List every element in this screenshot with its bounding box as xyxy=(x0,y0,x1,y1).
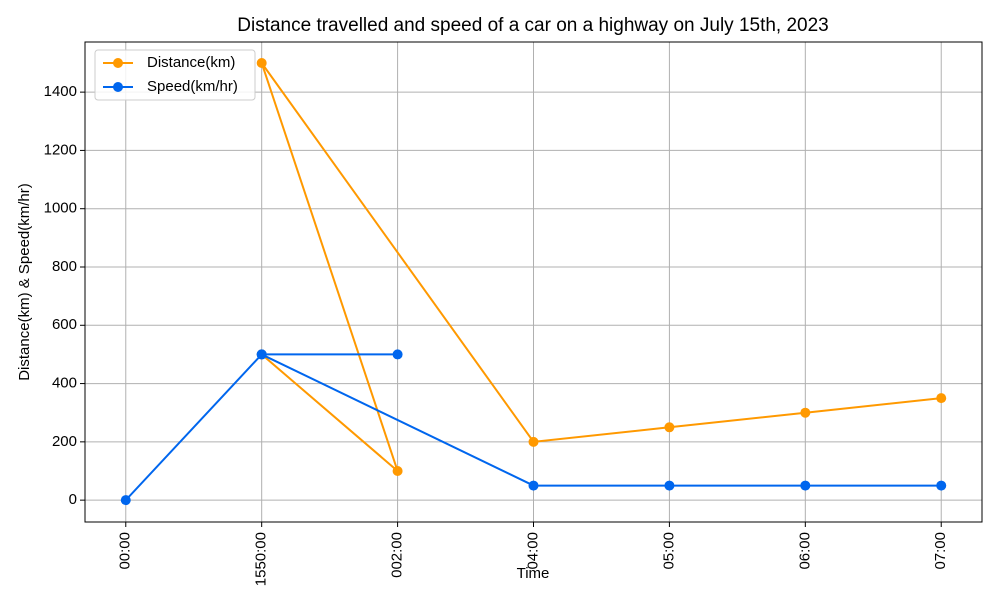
series-line xyxy=(125,353,942,501)
x-tick-label: 04:00 xyxy=(524,532,541,570)
y-axis-label: Distance(km) & Speed(km/hr) xyxy=(16,183,33,381)
y-tick-label: 200 xyxy=(52,433,77,450)
y-tick-label: 600 xyxy=(52,316,77,333)
data-point xyxy=(664,480,675,491)
x-tick-label: 00:00 xyxy=(117,532,134,570)
x-tick-label: 07:00 xyxy=(932,532,949,570)
data-point xyxy=(664,422,675,433)
legend-marker xyxy=(113,58,123,68)
y-tick-label: 0 xyxy=(69,491,77,508)
data-point xyxy=(800,407,811,418)
data-point xyxy=(528,436,539,447)
legend-box xyxy=(94,49,256,101)
data-point xyxy=(256,57,267,68)
x-axis-label: Time xyxy=(517,565,550,582)
y-tick-label: 1000 xyxy=(44,200,77,217)
data-point xyxy=(392,465,403,476)
legend-marker xyxy=(113,82,123,92)
legend-label: Distance(km) xyxy=(147,54,235,71)
x-tick-label: 1550:00 xyxy=(253,532,270,586)
x-tick-label: 06:00 xyxy=(796,532,813,570)
y-tick-label: 1400 xyxy=(44,83,77,100)
data-point xyxy=(256,349,267,360)
data-point xyxy=(120,495,131,506)
data-point xyxy=(936,393,947,404)
legend-label: Speed(km/hr) xyxy=(147,78,238,95)
plot-frame xyxy=(84,41,983,523)
data-point xyxy=(936,480,947,491)
x-tick-label: 002:00 xyxy=(389,532,406,578)
y-tick-label: 1200 xyxy=(44,141,77,158)
data-point xyxy=(528,480,539,491)
y-tick-label: 400 xyxy=(52,375,77,392)
y-tick-label: 800 xyxy=(52,258,77,275)
data-point xyxy=(800,480,811,491)
x-tick-label: 05:00 xyxy=(660,532,677,570)
data-point xyxy=(392,349,403,360)
chart-title: Distance travelled and speed of a car on… xyxy=(237,15,829,36)
